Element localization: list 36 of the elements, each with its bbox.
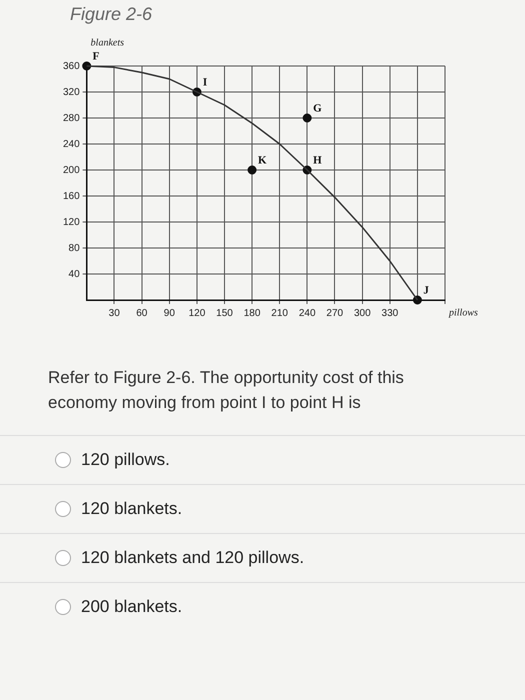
annotation: K bbox=[258, 154, 268, 166]
text: 120 blankets and 120 pillows. bbox=[81, 548, 304, 568]
text: Refer to Figure 2-6. The opportunity cost of this economy moving from point I to point H is bbox=[47, 367, 405, 414]
x-tick-label: 240 bbox=[298, 308, 316, 319]
annotation: J bbox=[423, 284, 430, 296]
y-axis-title: blankets bbox=[90, 38, 124, 49]
x-tick-label: 270 bbox=[326, 308, 344, 319]
y-tick-label: 80 bbox=[68, 242, 80, 254]
text: 200 blankets. bbox=[81, 597, 182, 618]
x-axis-title: pillows bbox=[448, 308, 478, 319]
x-tick-label: 60 bbox=[136, 308, 148, 319]
y-tick-label: 160 bbox=[62, 190, 80, 202]
x-tick-label: 90 bbox=[164, 308, 176, 319]
x-tick-label: 330 bbox=[382, 308, 399, 319]
y-tick-label: 40 bbox=[68, 268, 80, 280]
x-tick-label: 150 bbox=[216, 308, 234, 319]
chart-title: Figure 2-6 bbox=[69, 3, 154, 26]
text: 120 pillows. bbox=[81, 450, 170, 470]
x-tick-label: 120 bbox=[188, 308, 206, 319]
x-tick-label: 30 bbox=[108, 308, 120, 319]
y-tick-label: 200 bbox=[62, 164, 80, 176]
x-tick-label: 180 bbox=[244, 308, 261, 319]
annotation: H bbox=[313, 154, 322, 166]
annotation: G bbox=[313, 102, 322, 114]
annotation: F bbox=[92, 50, 100, 62]
y-tick-label: 240 bbox=[62, 138, 80, 150]
point bbox=[302, 114, 312, 122]
y-tick-label: 280 bbox=[62, 112, 80, 124]
y-tick-label: 320 bbox=[62, 86, 80, 98]
x-tick-label: 210 bbox=[271, 308, 288, 319]
annotation: I bbox=[202, 76, 208, 88]
y-tick-label: 120 bbox=[62, 216, 80, 228]
y-tick-label: 360 bbox=[62, 60, 80, 72]
x-tick-label: 300 bbox=[354, 308, 372, 319]
point bbox=[248, 166, 257, 174]
text: 120 blankets. bbox=[81, 499, 182, 520]
